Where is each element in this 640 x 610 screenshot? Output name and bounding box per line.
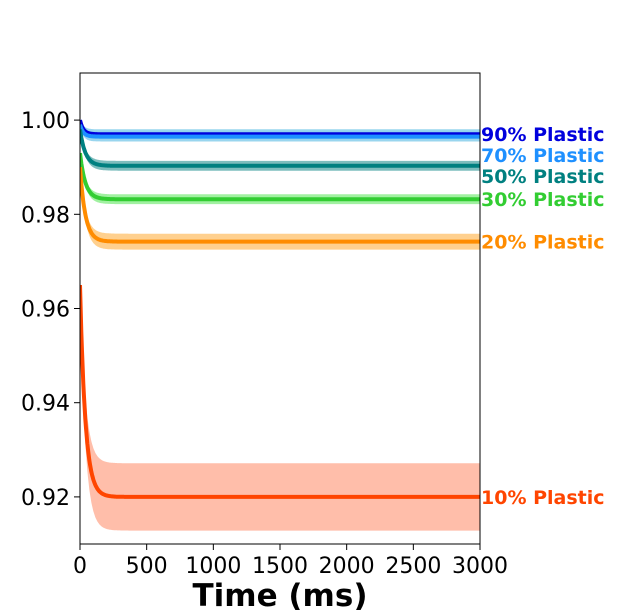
confidence-band bbox=[80, 151, 480, 205]
x-tick-label: 1000 bbox=[185, 554, 241, 579]
y-tick-label: 0.94 bbox=[21, 392, 70, 417]
y-tick-label: 0.96 bbox=[21, 298, 70, 323]
series-label: 20% Plastic bbox=[481, 232, 605, 254]
y-axis-ticks: 0.92 0.94 0.96 0.98 1.00 bbox=[21, 109, 80, 511]
confidence-band bbox=[80, 165, 480, 250]
x-tick-label: 0 bbox=[73, 554, 87, 579]
series-line bbox=[80, 284, 480, 499]
series-line bbox=[80, 167, 480, 244]
y-tick-label: 0.92 bbox=[21, 486, 70, 511]
x-tick-label: 1500 bbox=[252, 554, 308, 579]
x-axis-title: Time (ms) bbox=[193, 578, 368, 610]
x-axis-ticks: 0 500 1000 1500 2000 2500 3000 bbox=[73, 544, 508, 579]
x-tick-label: 2000 bbox=[319, 554, 375, 579]
series-label: 90% Plastic bbox=[481, 124, 605, 146]
series-line bbox=[80, 129, 480, 168]
series-label: 70% Plastic bbox=[481, 145, 605, 167]
series-line bbox=[80, 119, 480, 137]
series-lines bbox=[80, 119, 480, 499]
series-label: 10% Plastic bbox=[481, 487, 605, 509]
series-line bbox=[80, 152, 480, 202]
series-label: 30% Plastic bbox=[481, 189, 605, 211]
x-tick-label: 2500 bbox=[385, 554, 441, 579]
series-label: 50% Plastic bbox=[481, 166, 605, 188]
x-tick-label: 500 bbox=[126, 554, 168, 579]
y-tick-label: 0.98 bbox=[21, 203, 70, 228]
confidence-bands bbox=[80, 119, 480, 531]
series-line bbox=[80, 124, 480, 139]
y-tick-label: 1.00 bbox=[21, 109, 70, 134]
x-tick-label: 3000 bbox=[452, 554, 508, 579]
confidence-band bbox=[80, 277, 480, 531]
